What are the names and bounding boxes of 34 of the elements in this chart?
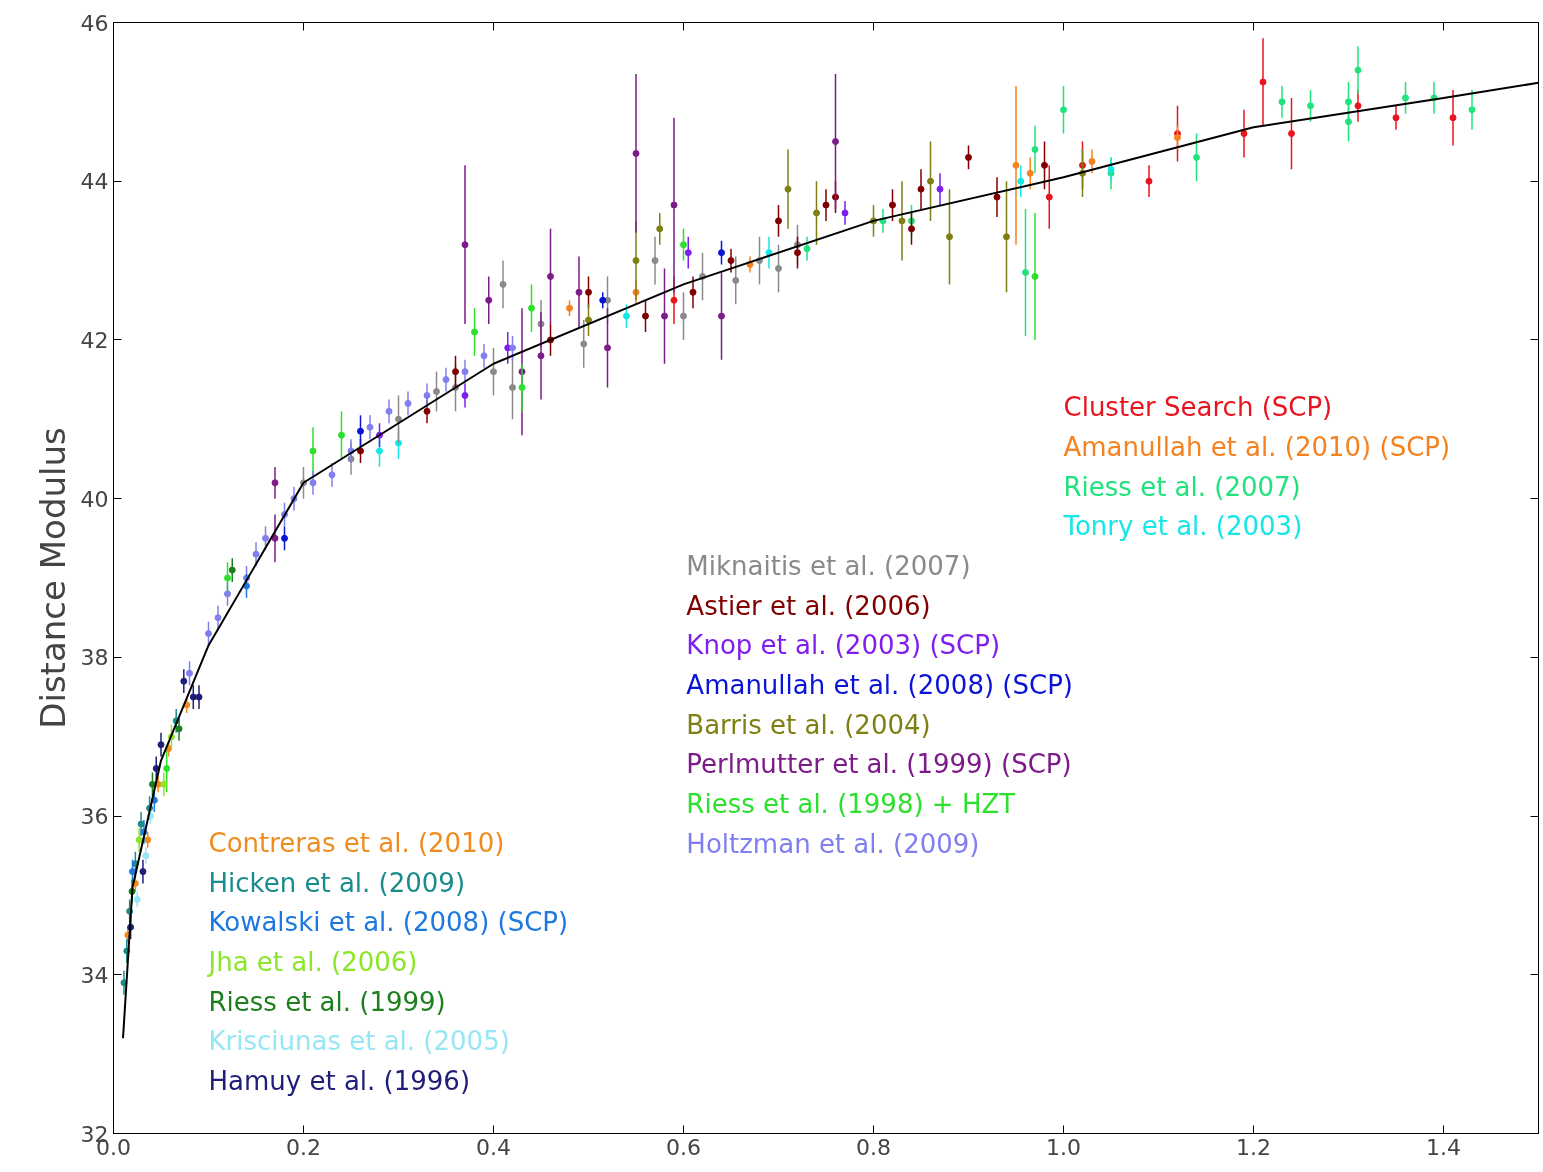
text: Knop et al. (2003) (SCP) [686,630,1001,661]
text: Riess et al. (1998) + HZT [686,789,1016,820]
text: Hicken et al. (2009) [208,867,466,898]
text: Perlmutter et al. (1999) (SCP) [686,749,1072,780]
text: Astier et al. (2006) [686,590,931,621]
y-tick-label: 40 [80,486,109,512]
x-tick-label: 1.0 [1046,1134,1082,1160]
text: Kowalski et al. (2008) (SCP) [208,907,569,938]
text: Cluster Search (SCP) [1063,392,1333,423]
text: Miknaitis et al. (2007) [686,551,971,582]
y-tick-label: 46 [80,10,109,36]
text: Tonry et al. (2003) [1062,511,1303,542]
text: Riess et al. (1999) [208,986,446,1017]
x-tick-label: 0.6 [666,1134,702,1160]
y-tick-label: 42 [80,327,109,353]
text: Contreras et al. (2010) [208,828,505,859]
y-tick-label: 36 [80,804,109,830]
y-axis-title: Distance Modulus [32,427,73,729]
text: Riess et al. (2007) [1063,471,1301,502]
text: Amanullah et al. (2008) (SCP) [686,670,1073,701]
x-tick-label: 1.2 [1236,1134,1272,1160]
x-tick-label: 0.2 [286,1134,322,1160]
x-tick-label: 1.4 [1426,1134,1462,1160]
y-tick-label: 44 [80,169,109,195]
text: Hamuy et al. (1996) [208,1066,471,1097]
text: Holtzman et al. (2009) [686,828,980,859]
x-tick-label: 0.4 [476,1134,512,1160]
text: Amanullah et al. (2010) (SCP) [1063,432,1451,463]
y-tick-label: 38 [80,645,109,671]
y-tick-label: 34 [80,962,109,988]
text: Jha et al. (2006) [206,947,418,978]
text: Barris et al. (2004) [686,709,931,740]
x-tick-label: 0.8 [856,1134,892,1160]
text: Krisciunas et al. (2005) [208,1026,510,1057]
